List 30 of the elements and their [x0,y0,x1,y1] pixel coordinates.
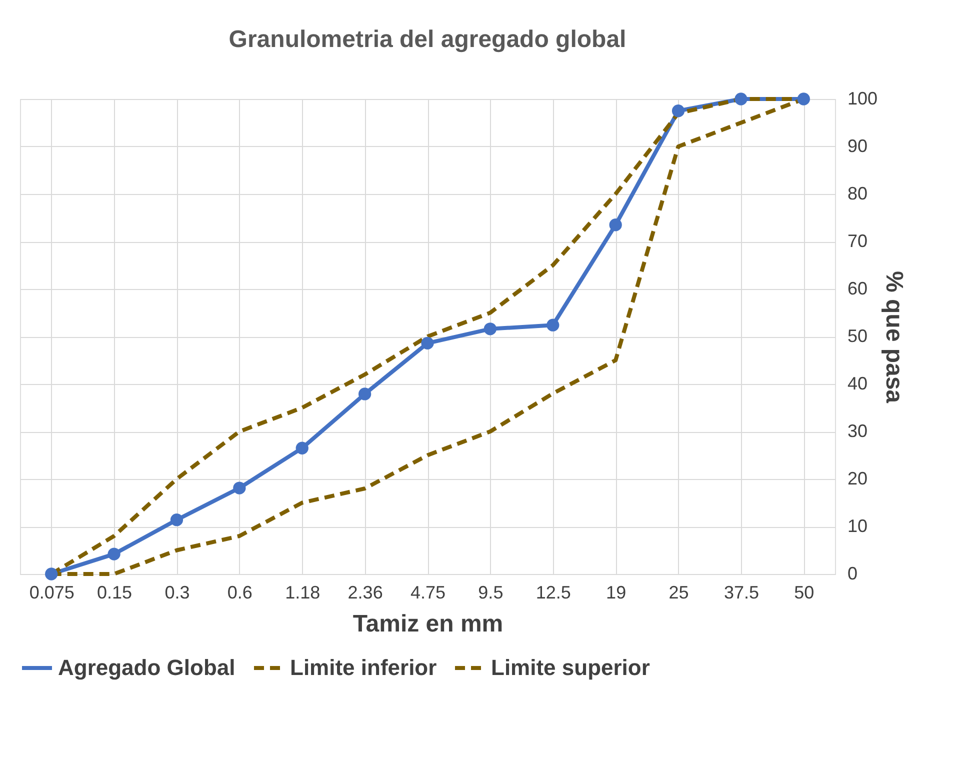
x-tick-label: 4.75 [410,582,446,602]
x-tick-label: 0.075 [29,582,74,602]
y-tick-label: 70 [848,231,868,251]
y-axis-title: % que pasa [880,270,908,404]
x-tick-label: 0.6 [227,582,252,602]
x-tick-label: 0.3 [164,582,190,602]
x-axis-title: Tamiz en mm [352,610,504,638]
x-tick-label: 19 [606,582,626,602]
x-tick-label: 2.36 [348,582,383,602]
y-tick-label: 0 [848,564,858,584]
x-tick-label: 0.15 [97,582,132,602]
legend-label: Agregado Global [58,655,236,680]
y-tick-label: 100 [848,88,878,108]
y-tick-label: 80 [848,184,868,204]
x-tick-label: 50 [794,582,814,602]
y-tick-label: 10 [848,516,868,536]
x-tick-label: 1.18 [285,582,320,602]
y-tick-label: 90 [848,136,868,156]
y-tick-label: 60 [848,278,868,298]
x-tick-label: 9.5 [478,582,504,602]
legend-label: Limite superior [491,655,650,680]
y-tick-label: 20 [848,468,868,488]
x-tick-label: 25 [668,582,689,602]
x-tick-label: 12.5 [536,582,571,602]
chart-title: Granulometria del agregado global [228,26,626,53]
legend-label: Limite inferior [290,655,438,680]
x-tick-label: 37.5 [724,582,759,602]
y-tick-label: 50 [848,326,868,346]
y-tick-label: 30 [848,421,868,441]
y-tick-label: 40 [848,374,868,394]
